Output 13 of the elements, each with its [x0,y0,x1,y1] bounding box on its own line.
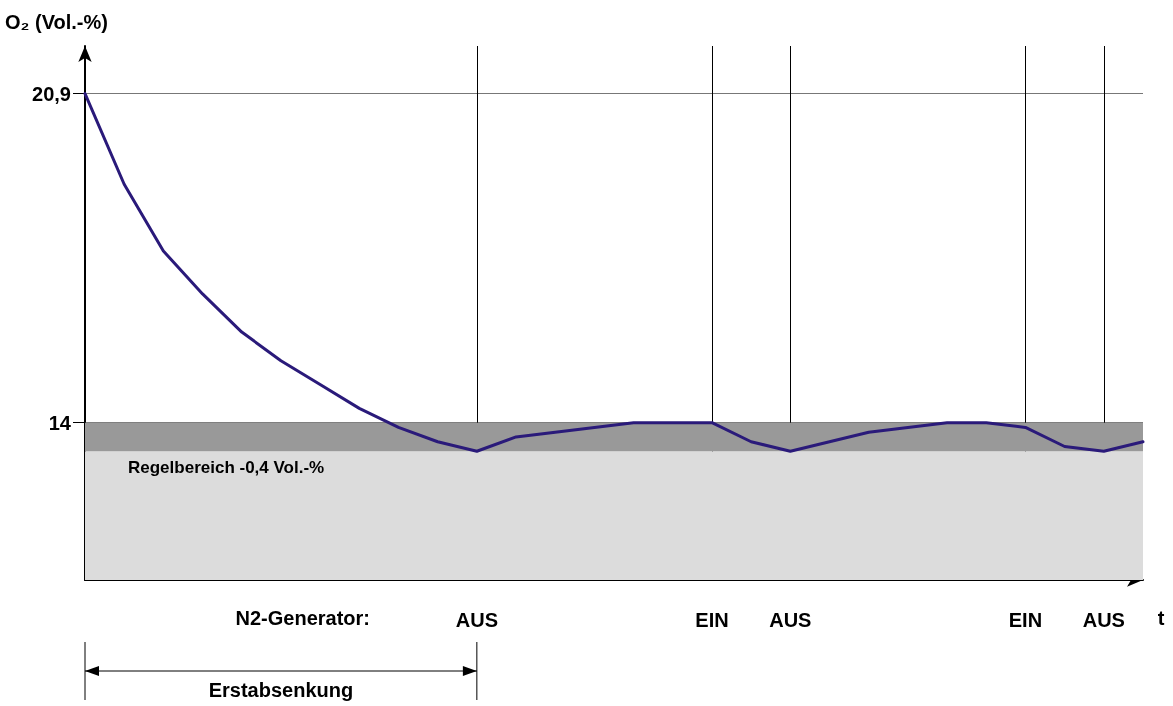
x-tick-label: EIN [1008,609,1043,631]
y-tick-label: 14 [48,411,72,434]
y-tick-label: 20,9 [32,82,71,105]
x-tick-label: AUS [769,609,812,631]
text: N2-Generator: [235,607,370,629]
x-tick-label: EIN [695,609,729,631]
x-axis-title: t [1157,607,1165,629]
x-tick-label: AUS [455,609,498,631]
y-axis-title: O₂ (Vol.-%) [5,11,108,33]
line-series [83,92,1145,453]
x-tick-label: AUS [1082,609,1125,631]
band-label: Regelbereich -0,4 Vol.-% [128,458,325,478]
text: Erstabsenkung [208,679,354,701]
